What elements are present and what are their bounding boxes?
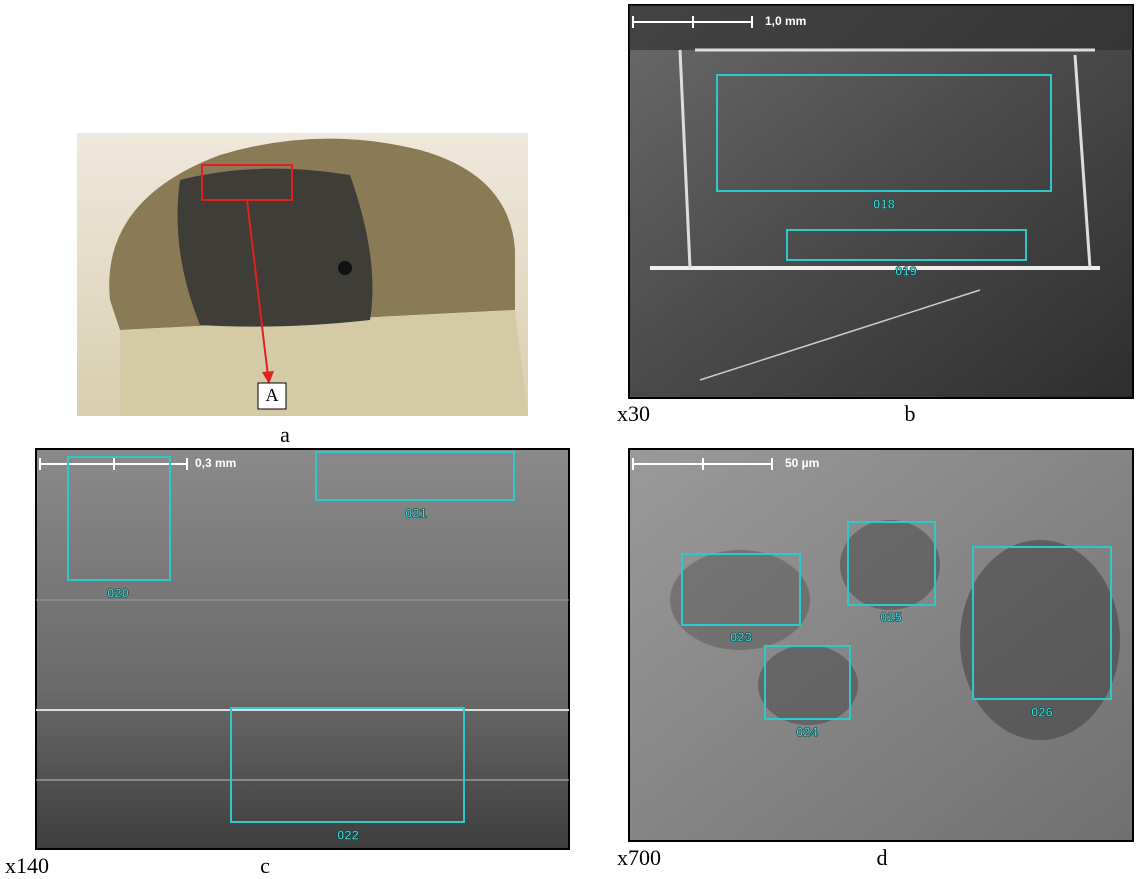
- panel-c: 0,3 mm 020 021 022 x140 c: [5, 449, 569, 878]
- scale-label: 0,3 mm: [195, 456, 236, 470]
- region-label: 018: [873, 196, 895, 211]
- annotation: A: [266, 385, 279, 405]
- region-label: 024: [796, 724, 818, 739]
- deposit: [840, 520, 940, 610]
- panel-b: 1,0 mm 018 019 x30 b: [617, 5, 1133, 426]
- worn-area: [178, 169, 373, 327]
- region-label: 025: [880, 609, 902, 624]
- magnification: x140: [5, 853, 49, 878]
- panel-label: d: [877, 845, 888, 870]
- edge: [629, 5, 1133, 50]
- figure: A a 1,0 mm 018 019 x30 b 0,3 mm 020: [0, 0, 1138, 879]
- region-label: 023: [730, 629, 752, 644]
- region-label: 022: [337, 827, 359, 842]
- deposit: [758, 645, 858, 725]
- region-label: 021: [405, 505, 427, 520]
- scale-label: 1,0 mm: [765, 14, 806, 28]
- panel-d: 50 µm 023 024 025 026 x700 d: [617, 449, 1133, 870]
- panel-label: b: [905, 401, 916, 426]
- region-label: 019: [895, 263, 917, 278]
- hole: [338, 261, 352, 275]
- magnification: x700: [617, 845, 661, 870]
- scale-label: 50 µm: [785, 456, 819, 470]
- sem-image: [36, 449, 569, 849]
- region-label: 026: [1031, 704, 1053, 719]
- panel-a: A a: [77, 133, 528, 447]
- panel-label: a: [280, 422, 290, 447]
- panel-label: c: [260, 853, 270, 878]
- magnification: x30: [617, 401, 650, 426]
- region-label: 020: [107, 585, 129, 600]
